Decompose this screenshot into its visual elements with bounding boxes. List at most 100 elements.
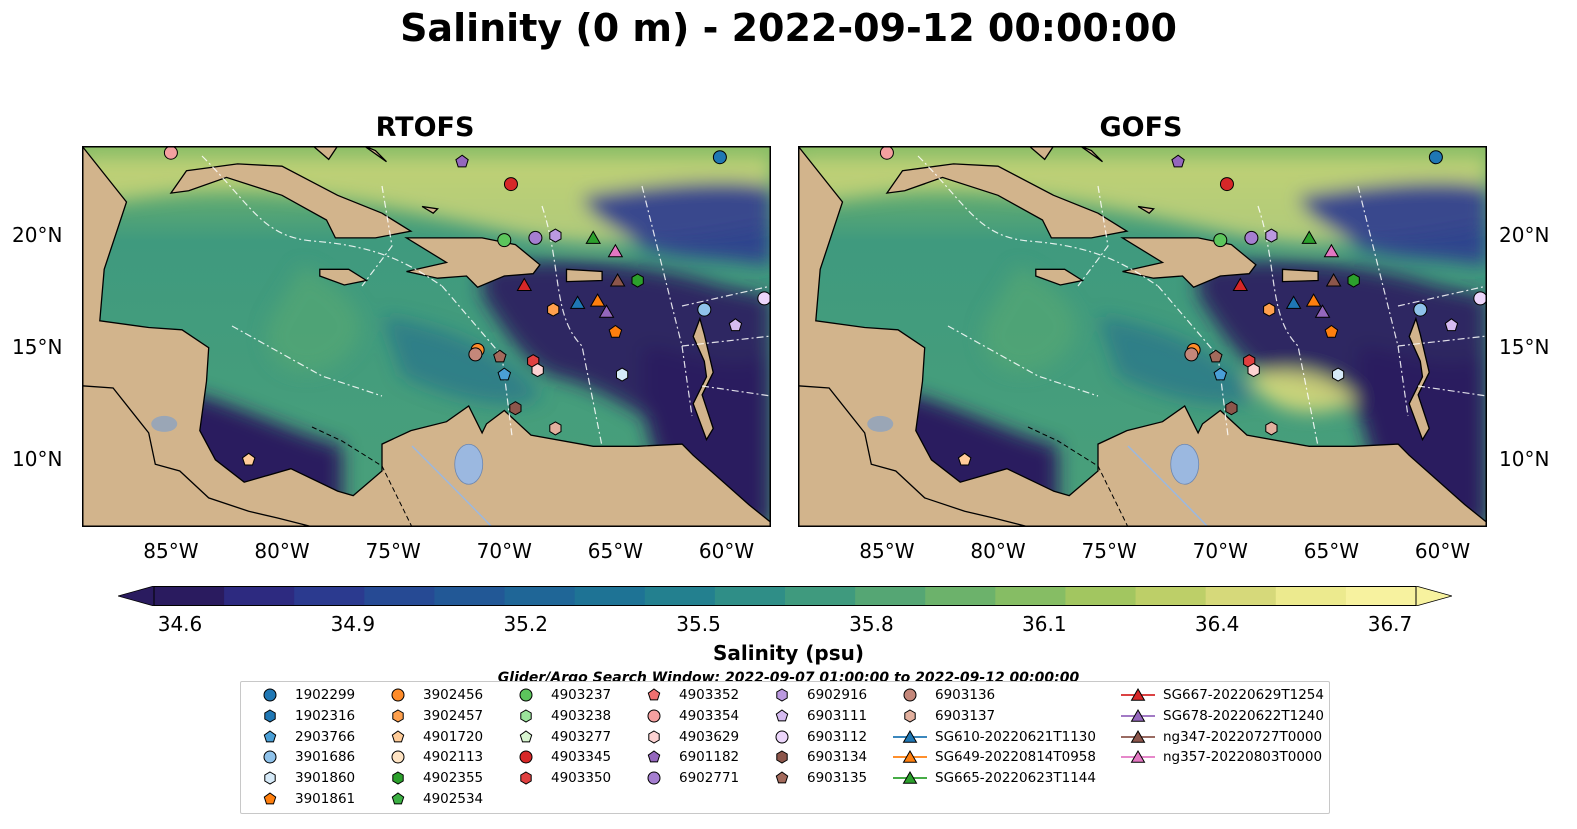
marker-6903134-rtofs xyxy=(509,401,522,416)
legend-item: 6903112 xyxy=(763,728,867,746)
legend-label: 2903766 xyxy=(295,728,356,745)
colorbar-frame xyxy=(153,586,1417,606)
x-tick-label: 85°W xyxy=(859,539,915,563)
colorbar-tick-label: 36.4 xyxy=(1194,612,1240,636)
marker-4903237-gofs xyxy=(1213,233,1228,248)
legend-symbol-6903111 xyxy=(775,709,789,722)
legend-marker xyxy=(647,750,661,763)
colorbar-segment xyxy=(714,586,786,606)
legend-symbol-4903345 xyxy=(519,750,533,764)
marker-3901861-rtofs xyxy=(608,324,623,338)
land-lesser xyxy=(1408,316,1430,442)
legend-item: 4902113 xyxy=(379,748,483,766)
legend-marker xyxy=(775,709,789,722)
legend-marker xyxy=(519,729,533,742)
marker-6902771-gofs xyxy=(1244,230,1259,245)
legend-symbol-4903354 xyxy=(647,709,661,723)
legend-marker xyxy=(893,771,927,784)
legend-symbol-4902113 xyxy=(391,750,405,764)
land-bah1 xyxy=(1028,146,1055,161)
legend-label: 4903345 xyxy=(551,749,612,766)
legend-marker xyxy=(647,771,661,785)
marker-6902916-rtofs xyxy=(549,228,562,243)
legend-symbol-6902916 xyxy=(776,688,788,702)
marker-SG610-20220621T1130-gofs xyxy=(1285,295,1302,309)
land-pacific xyxy=(798,385,1030,527)
legend-label: SG667-20220629T1254 xyxy=(1163,687,1324,703)
legend-symbol-2903766 xyxy=(263,729,277,742)
x-tick-label: 60°W xyxy=(1414,539,1471,563)
legend-marker xyxy=(520,709,532,723)
legend-marker xyxy=(519,688,533,702)
legend-marker xyxy=(391,729,405,742)
marker-4903345-rtofs xyxy=(503,177,518,192)
x-tick-label: 60°W xyxy=(698,539,755,563)
marker-2903766-gofs xyxy=(1213,367,1228,381)
legend-label: SG665-20220623T1144 xyxy=(935,770,1096,787)
legend-symbol-4901720 xyxy=(391,729,405,742)
colorbar-segment xyxy=(1205,586,1277,606)
x-tick-label: 75°W xyxy=(1081,539,1137,563)
marker-3901860-rtofs xyxy=(616,367,629,382)
land-pr xyxy=(1281,268,1319,283)
marker-SG678-20220622T1240-gofs xyxy=(1314,304,1331,318)
legend-symbol-6903136 xyxy=(903,688,917,702)
central-eddy xyxy=(266,266,361,373)
eez-boundary-4 xyxy=(231,325,383,397)
eez-boundary-5 xyxy=(361,185,393,287)
colorbar-extend-low xyxy=(118,586,155,606)
marker-6903112-rtofs xyxy=(757,291,771,306)
legend-marker xyxy=(263,792,277,805)
legend-label: 6902771 xyxy=(679,770,740,787)
marker-ng357-20220803T0000-gofs xyxy=(1323,243,1340,258)
land-hisp xyxy=(1120,237,1257,288)
border-line xyxy=(1027,426,1129,527)
legend-label: 4903354 xyxy=(679,707,740,724)
marker-6903136-rtofs xyxy=(468,347,483,362)
marker-SG665-20220623T1144-gofs xyxy=(1301,230,1317,244)
x-tick-label: 65°W xyxy=(1303,539,1360,563)
legend-symbol-4903277 xyxy=(519,729,533,742)
legend-marker xyxy=(903,688,917,702)
marker-3901686-gofs xyxy=(1413,302,1428,317)
y-tick-label-right: 10°N xyxy=(1499,446,1550,471)
marker-3901861-gofs xyxy=(1324,324,1339,338)
colorbar-segment xyxy=(785,586,856,606)
land-bah3 xyxy=(421,205,439,215)
colorbar-segment xyxy=(1135,586,1207,606)
legend-label: 6903134 xyxy=(807,749,868,766)
y-tick-label-left: 10°N xyxy=(12,446,63,471)
legend-label: 4903238 xyxy=(551,707,612,724)
eez-boundary-0 xyxy=(917,155,1159,287)
legend-item: 6903135 xyxy=(763,769,867,787)
legend-label: 3901861 xyxy=(295,791,356,807)
legend-item: SG678-20220622T1240 xyxy=(1119,707,1324,725)
colorbar-segment xyxy=(1275,586,1347,606)
legend-label: 6902916 xyxy=(807,687,868,703)
legend-marker xyxy=(1121,729,1155,743)
legend-symbol-4903629 xyxy=(648,730,660,744)
legend-marker xyxy=(392,771,404,785)
eez-boundary-3 xyxy=(641,185,693,417)
legend-item: 4903352 xyxy=(635,686,739,704)
mid-basin-eddy xyxy=(1098,316,1258,405)
marker-6903135-rtofs xyxy=(493,349,507,363)
fresh-atlantic-patch xyxy=(1298,181,1487,266)
eez-boundary-6 xyxy=(1397,285,1487,307)
eez-boundary-2 xyxy=(541,205,603,447)
marker-4903354-gofs xyxy=(879,146,894,160)
legend-symbol-3902456 xyxy=(391,688,405,702)
legend-marker xyxy=(775,730,789,744)
legend-label: 4903352 xyxy=(679,687,740,703)
legend-marker xyxy=(904,709,916,723)
colorbar-tick-label: 36.1 xyxy=(1022,612,1067,636)
panel-title-rtofs: RTOFS xyxy=(375,112,475,143)
figure-title: Salinity (0 m) - 2022-09-12 00:00:00 xyxy=(400,6,1177,50)
legend-symbol-4903350 xyxy=(520,771,532,785)
legend-label: 4903350 xyxy=(551,770,612,787)
legend-symbol-4903238 xyxy=(520,709,532,723)
border-line xyxy=(311,426,413,527)
legend-marker xyxy=(263,729,277,742)
legend-label: 4903277 xyxy=(551,728,612,745)
legend-label: 4902113 xyxy=(423,749,484,766)
